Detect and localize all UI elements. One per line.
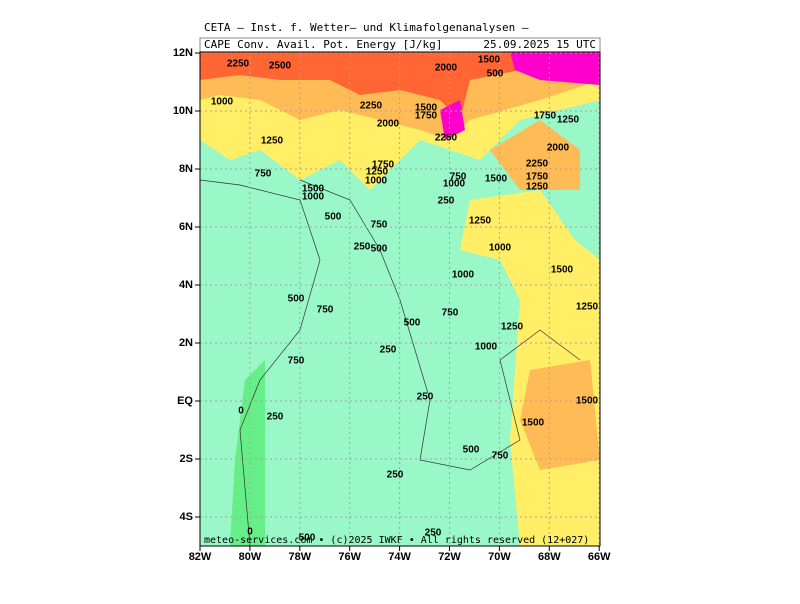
contour-label: 1750 bbox=[526, 172, 549, 183]
contour-label: 250 bbox=[438, 196, 455, 207]
contour-label: 750 bbox=[371, 220, 388, 231]
contour-label: 250 bbox=[267, 412, 284, 423]
lat-label: 2S bbox=[180, 453, 193, 465]
contour-label: 1250 bbox=[261, 136, 284, 147]
contour-label: 250 bbox=[354, 242, 371, 253]
lon-label: 82W bbox=[189, 551, 212, 563]
contour-label: 1000 bbox=[489, 243, 512, 254]
contour-label: 500 bbox=[288, 294, 305, 305]
contour-label: 0 bbox=[238, 406, 244, 417]
lon-label: 76W bbox=[338, 551, 361, 563]
field-magenta bbox=[440, 100, 465, 140]
header-time: 25.09.2025 15 UTC bbox=[483, 38, 596, 51]
footer: meteo-services.com • (c)2025 IWKF • All … bbox=[204, 535, 589, 546]
header-variable: CAPE Conv. Avail. Pot. Energy [J/kg] bbox=[204, 38, 442, 51]
field-orange bbox=[520, 360, 600, 470]
field-orange bbox=[490, 120, 580, 190]
contour-label: 500 bbox=[371, 244, 388, 255]
contour-label: 1500 bbox=[302, 184, 325, 195]
contour-label: 1000 bbox=[302, 192, 325, 203]
contour-label: 500 bbox=[404, 318, 421, 329]
contour-label: 500 bbox=[487, 69, 504, 80]
contour-label: 1750 bbox=[415, 111, 438, 122]
contour-label: 0 bbox=[247, 527, 253, 538]
contour-label: 1750 bbox=[534, 111, 557, 122]
contour-label: 500 bbox=[325, 212, 342, 223]
lat-label: 4N bbox=[179, 279, 193, 291]
contour-label: 1250 bbox=[576, 302, 599, 313]
lon-label: 72W bbox=[438, 551, 461, 563]
contour-label: 1000 bbox=[211, 97, 234, 108]
contour-label: 1750 bbox=[372, 160, 395, 171]
contour-label: 750 bbox=[492, 451, 509, 462]
contour-label: 1500 bbox=[551, 265, 574, 276]
lat-label: 6N bbox=[179, 221, 193, 233]
contour-label: 1000 bbox=[452, 270, 475, 281]
contour-label: 1500 bbox=[485, 174, 508, 185]
contour-label: 1000 bbox=[365, 176, 388, 187]
contour-label: 1250 bbox=[526, 182, 549, 193]
contour-label: 1250 bbox=[501, 322, 524, 333]
contour-label: 1500 bbox=[415, 103, 438, 114]
lat-label: EQ bbox=[177, 395, 193, 407]
lon-label: 68W bbox=[538, 551, 561, 563]
contour-label: 1250 bbox=[469, 216, 492, 227]
lon-label: 66W bbox=[588, 551, 611, 563]
contour-label: 750 bbox=[255, 169, 272, 180]
header-title: CETA — Inst. f. Wetter— und Klimafolgena… bbox=[204, 21, 529, 34]
contour-label: 2250 bbox=[435, 133, 458, 144]
lon-label: 80W bbox=[239, 551, 262, 563]
contour-label: 750 bbox=[450, 172, 467, 183]
lat-label: 12N bbox=[173, 47, 193, 59]
lat-label: 2N bbox=[179, 337, 193, 349]
contour-label: 1500 bbox=[522, 418, 545, 429]
lat-label: 4S bbox=[180, 511, 193, 523]
contour-label: 750 bbox=[442, 308, 459, 319]
lat-label: 8N bbox=[179, 163, 193, 175]
map: meteo-services.com • (c)2025 IWKF • All … bbox=[199, 51, 601, 547]
contour-label: 500 bbox=[299, 533, 316, 544]
contour-label: 1000 bbox=[443, 179, 466, 190]
contour-label: 2250 bbox=[526, 159, 549, 170]
contour-label: 2250 bbox=[227, 59, 250, 70]
lat-label: 10N bbox=[173, 105, 193, 117]
contour-label: 500 bbox=[463, 445, 480, 456]
contour-label: 2000 bbox=[377, 119, 400, 130]
contour-label: 1500 bbox=[478, 55, 501, 66]
field-magenta bbox=[510, 52, 600, 85]
contour-label: 750 bbox=[288, 356, 305, 367]
field-low bbox=[230, 360, 265, 546]
contour-label: 1000 bbox=[475, 342, 498, 353]
contour-label: 750 bbox=[317, 305, 334, 316]
contour-label: 250 bbox=[417, 392, 434, 403]
contour-label: 2250 bbox=[360, 101, 383, 112]
lon-label: 70W bbox=[488, 551, 511, 563]
contour-label: 1500 bbox=[576, 396, 599, 407]
contour-label: 1250 bbox=[557, 115, 580, 126]
contour-label: 2000 bbox=[547, 143, 570, 154]
contour-label: 250 bbox=[380, 345, 397, 356]
lon-label: 74W bbox=[388, 551, 411, 563]
contour-label: 1250 bbox=[366, 167, 389, 178]
lon-label: 78W bbox=[288, 551, 311, 563]
contour-label: 2000 bbox=[435, 63, 458, 74]
contour-label: 2500 bbox=[269, 61, 292, 72]
contour-label: 250 bbox=[425, 528, 442, 539]
contour-label: 250 bbox=[387, 470, 404, 481]
